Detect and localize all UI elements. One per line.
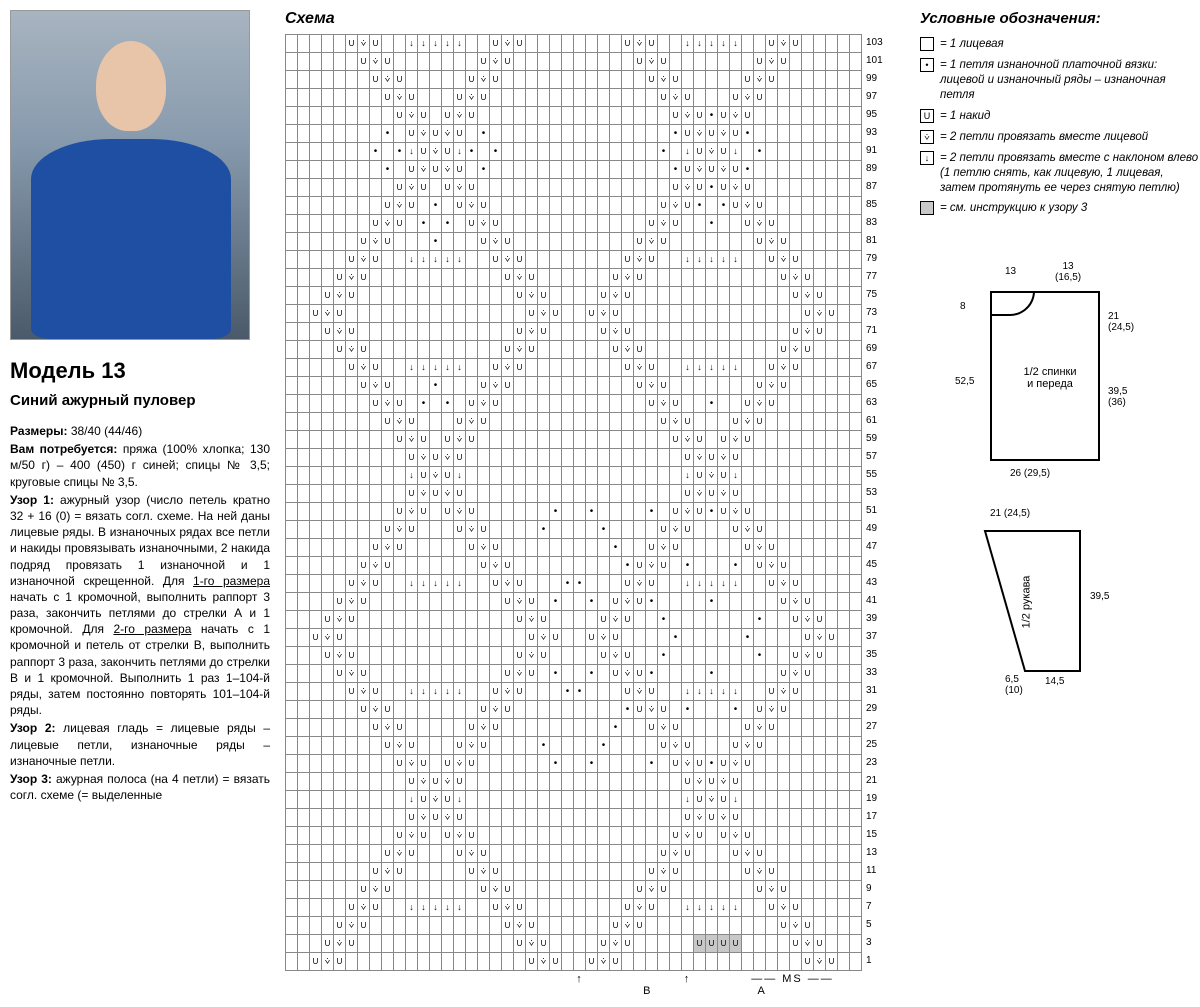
knitting-chart: 1031019997959391898785838179777573716967… — [285, 34, 905, 971]
schematic-sleeve: 21 (24,5) 1/2 рукава 39,5 6,5(10) 14,5 — [960, 516, 1130, 696]
chart-bottom-markers: ↑↑—— MS —— BA — [285, 973, 905, 997]
legend-list: = 1 лицевая•= 1 петля изнаночной платочн… — [920, 37, 1200, 216]
model-photo — [10, 10, 250, 340]
chart-title: Схема — [285, 10, 905, 28]
model-title: Модель 13 — [10, 358, 270, 384]
schematic-body: 13 13(16,5) 8 52,5 21(24,5) 39,5(36) 26 … — [920, 256, 1200, 696]
legend-title: Условные обозначения: — [920, 10, 1200, 27]
model-subtitle: Синий ажурный пуловер — [10, 392, 270, 409]
description-text: Размеры: 38/40 (44/46) Вам потребуется: … — [10, 423, 270, 803]
